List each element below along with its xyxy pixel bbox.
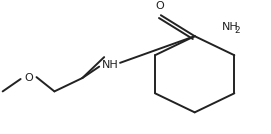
Text: NH: NH [222, 22, 238, 32]
Text: O: O [156, 1, 164, 11]
Text: NH: NH [102, 60, 118, 70]
Text: 2: 2 [234, 26, 240, 35]
Text: O: O [24, 73, 33, 83]
